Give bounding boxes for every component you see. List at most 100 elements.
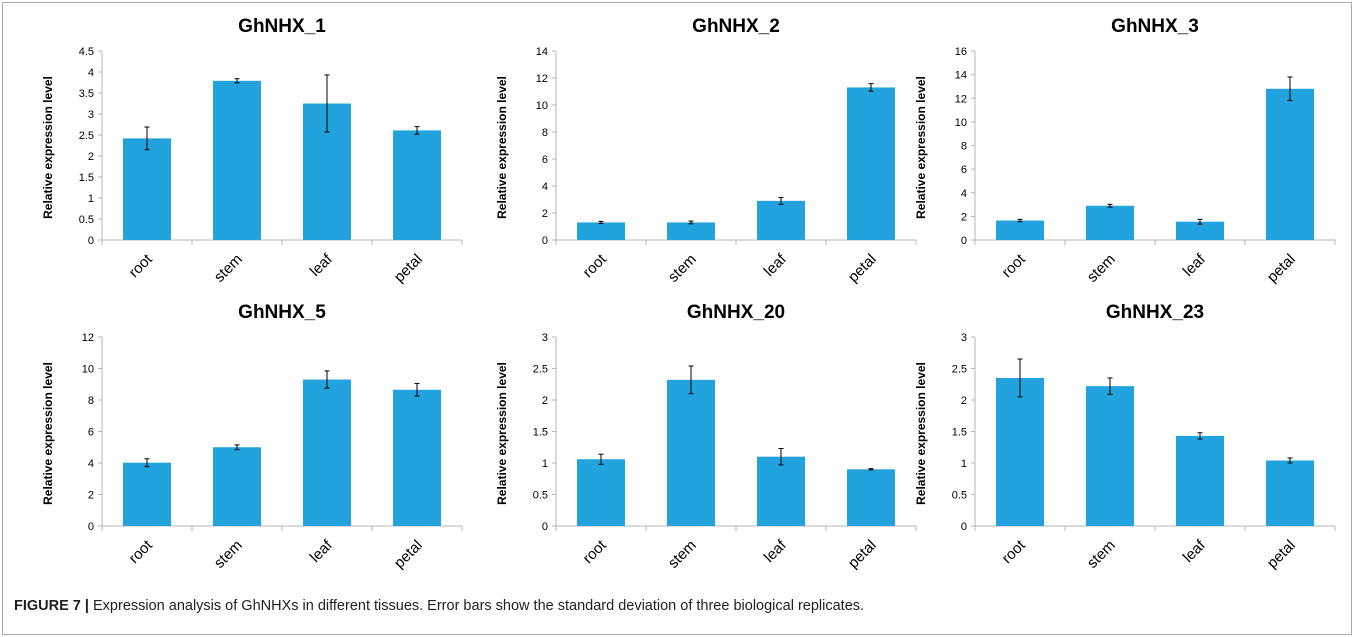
chart-3-ytick-label-0: 0 <box>88 521 94 533</box>
chart-4-errorbar-petal <box>868 468 874 471</box>
chart-4-xlabel-leaf: leaf <box>761 536 791 566</box>
chart-2-errorbar-petal <box>1287 76 1293 102</box>
chart-0-ytick-label-9: 4.5 <box>79 46 94 58</box>
chart-3-ytick-label-1: 2 <box>88 490 94 502</box>
chart-grid: GhNHX_1 Relative expression level 0 0.5 1 1.5… <box>41 16 1336 572</box>
chart-3-ytick-label-2: 4 <box>88 458 94 470</box>
chart-2-ylabel: Relative expression level <box>914 76 928 219</box>
chart-5-errorbar-stem <box>1107 377 1113 395</box>
chart-0-ytick-label-3: 1.5 <box>79 172 94 184</box>
chart-5-ytick-label-3: 1.5 <box>952 427 967 439</box>
chart-1-ytick-label-2: 4 <box>542 181 548 193</box>
chart-1-bar-stem <box>667 222 715 240</box>
chart-1-bar-leaf <box>757 200 805 240</box>
chart-5-xlabel-leaf: leaf <box>1180 536 1210 566</box>
figure-caption: FIGURE 7 | Expression analysis of GhNHXs… <box>14 598 864 614</box>
chart-2-ytick-label-8: 16 <box>955 46 967 58</box>
chart-4-xlabel-stem: stem <box>665 537 700 572</box>
chart-5-errorbar-leaf <box>1197 432 1203 440</box>
chart-2-xlabel-leaf: leaf <box>1180 250 1210 280</box>
chart-2-ytick-label-2: 4 <box>961 188 967 200</box>
chart-3-title: GhNHX_5 <box>238 302 326 323</box>
chart-0-xlabel-leaf: leaf <box>307 250 337 280</box>
chart-5-xlabel-root: root <box>999 536 1030 567</box>
chart-4-bar-stem <box>667 379 715 526</box>
chart-4-ytick-label-5: 2.5 <box>533 364 548 376</box>
caption-label: FIGURE 7 | <box>14 598 89 614</box>
chart-3-bar-leaf <box>303 379 351 526</box>
chart-3-ytick-label-6: 12 <box>82 332 94 344</box>
chart-3-errorbar-leaf <box>324 370 330 389</box>
chart-0-errorbar-petal <box>414 126 420 135</box>
chart-0-errorbar-stem <box>234 78 240 84</box>
chart-ghnhx-5: GhNHX_5 Relative expression level 0 2 4 6 8 10 1… <box>41 302 463 572</box>
chart-1-xlabel-stem: stem <box>665 251 700 286</box>
chart-5-ylabel: Relative expression level <box>914 362 928 505</box>
chart-0-title: GhNHX_1 <box>238 16 326 37</box>
chart-2-ytick-label-4: 8 <box>961 141 967 153</box>
chart-4-bar-root <box>577 459 625 526</box>
chart-3-ylabel: Relative expression level <box>41 362 55 505</box>
chart-ghnhx-3: GhNHX_3 Relative expression level 0 2 4 6 8 10 1… <box>914 16 1336 286</box>
chart-0-errorbar-root <box>144 126 150 151</box>
chart-5-errorbar-root <box>1017 358 1023 398</box>
chart-0-ytick-label-6: 3 <box>88 109 94 121</box>
chart-2-ytick-label-5: 10 <box>955 117 967 129</box>
chart-ghnhx-1: GhNHX_1 Relative expression level 0 0.5 1 1.5… <box>41 16 463 286</box>
chart-2-errorbar-stem <box>1107 203 1113 208</box>
chart-3-xlabel-petal: petal <box>391 537 426 572</box>
chart-5-bar-root <box>996 377 1044 526</box>
chart-5-ytick-label-2: 1 <box>961 458 967 470</box>
chart-1-bar-petal <box>847 87 895 240</box>
chart-4-ytick-label-0: 0 <box>542 521 548 533</box>
chart-5-ytick-label-4: 2 <box>961 395 967 407</box>
chart-0-bar-root <box>123 138 171 240</box>
chart-3-ytick-label-4: 8 <box>88 395 94 407</box>
chart-5-bar-leaf <box>1176 435 1224 526</box>
chart-1-errorbar-root <box>598 220 604 225</box>
chart-2-bar-stem <box>1086 205 1134 240</box>
chart-2-xlabel-stem: stem <box>1084 251 1119 286</box>
chart-3-ytick-label-5: 10 <box>82 364 94 376</box>
chart-1-errorbar-stem <box>688 220 694 225</box>
chart-4-ytick-label-2: 1 <box>542 458 548 470</box>
chart-5-bar-stem <box>1086 386 1134 526</box>
chart-1-ytick-label-5: 10 <box>536 100 548 112</box>
chart-1-title: GhNHX_2 <box>692 16 780 37</box>
chart-1-xlabel-petal: petal <box>845 251 880 286</box>
chart-4-ytick-label-3: 1.5 <box>533 427 548 439</box>
chart-5-xlabel-petal: petal <box>1264 537 1299 572</box>
chart-3-xlabel-root: root <box>126 536 157 567</box>
chart-2-title: GhNHX_3 <box>1111 16 1199 37</box>
chart-ghnhx-20: GhNHX_20 Relative expression level 0 0.5 1 1.… <box>495 302 917 572</box>
chart-2-errorbar-root <box>1017 218 1023 223</box>
chart-2-bar-leaf <box>1176 221 1224 240</box>
chart-2-bar-root <box>996 220 1044 240</box>
chart-1-ytick-label-6: 12 <box>536 73 548 85</box>
chart-2-ytick-label-6: 12 <box>955 93 967 105</box>
chart-5-xlabel-stem: stem <box>1084 537 1119 572</box>
chart-5-bar-petal <box>1266 460 1314 526</box>
chart-0-ytick-label-7: 3.5 <box>79 88 94 100</box>
chart-0-ytick-label-4: 2 <box>88 151 94 163</box>
chart-1-ytick-label-1: 2 <box>542 208 548 220</box>
chart-5-title: GhNHX_23 <box>1106 302 1204 323</box>
chart-3-bar-root <box>123 462 171 526</box>
chart-3-xlabel-stem: stem <box>211 537 246 572</box>
chart-1-ylabel: Relative expression level <box>495 76 509 219</box>
chart-2-xlabel-root: root <box>999 250 1030 281</box>
chart-2-xlabel-petal: petal <box>1264 251 1299 286</box>
chart-4-title: GhNHX_20 <box>687 302 785 323</box>
chart-2-ytick-label-7: 14 <box>955 70 967 82</box>
chart-0-xlabel-stem: stem <box>211 251 246 286</box>
chart-4-bar-petal <box>847 469 895 526</box>
chart-1-errorbar-leaf <box>778 196 784 205</box>
chart-2-errorbar-leaf <box>1197 218 1203 225</box>
chart-4-errorbar-root <box>598 453 604 465</box>
chart-3-errorbar-stem <box>234 444 240 451</box>
chart-0-bar-petal <box>393 130 441 240</box>
chart-2-bar-petal <box>1266 88 1314 240</box>
chart-0-ytick-label-1: 0.5 <box>79 214 94 226</box>
chart-3-errorbar-root <box>144 458 150 468</box>
